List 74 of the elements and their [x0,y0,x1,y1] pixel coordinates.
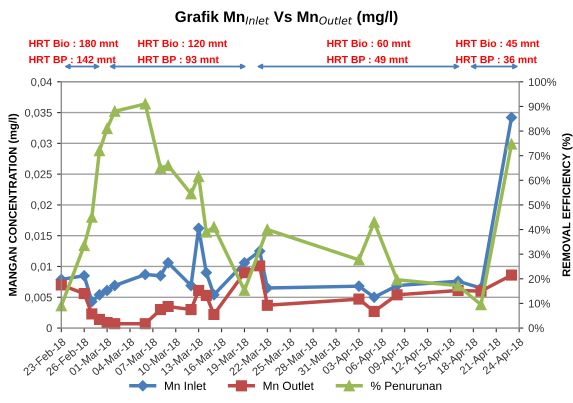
y2-tick-label: 100% [529,78,556,86]
point [254,260,266,272]
point [109,106,120,117]
point [109,318,120,330]
y-tick-label: 0,02 [31,201,52,210]
point [262,224,273,236]
y2-tick-label: 0% [528,324,544,332]
point [185,188,197,200]
text: HRT BP : 49 mnt [327,56,408,64]
point [506,112,518,124]
y2-axis-title: REMOVAL EFFICIENCY (%) [562,134,572,276]
y-tick-label: 0,01 [31,262,52,272]
point [368,292,380,303]
y2-tick-label: 40% [528,226,550,234]
point [353,254,364,266]
legend-label: Mn Inlet [164,381,206,390]
point [391,274,403,286]
point [200,226,212,238]
y-axis-title: MANGAN CONCENTRATION (mg/l) [8,114,19,296]
point [102,123,113,134]
y2-tick-label: 70% [528,152,550,160]
point [208,308,220,320]
y-tick-label: 0 [46,324,52,332]
text: HRT Bio : 120 mnt [138,39,228,48]
point [162,257,174,268]
point [101,284,113,296]
point [368,306,380,317]
y-tick-label: 0,025 [24,170,52,180]
point [452,280,464,292]
text: HRT Bio : 45 mnt [456,39,540,48]
text: HRT Bio : 180 mnt [29,39,118,48]
text: HRT BP : 142 mnt [29,56,116,64]
y-tick-label: 0,04 [31,78,52,88]
point [140,268,151,280]
point [162,300,174,312]
point [506,270,518,281]
point [506,138,518,150]
y-tick-label: 0,035 [24,108,52,118]
point [391,289,403,300]
point [162,160,174,172]
y2-tick-label: 50% [528,201,550,210]
y2-tick-label: 20% [528,275,550,283]
point [238,267,250,278]
point [154,270,166,282]
legend-label: % Penurunan [370,382,442,390]
chart-title: Grafik Mn$_{Inlet}$ Vs Mn$_{Outlet}$ (mg/l) [175,10,398,26]
point [154,162,166,174]
point [238,284,250,296]
point [200,267,212,278]
point [109,280,120,292]
y-tick-label: 0,03 [31,140,52,149]
point [193,171,204,182]
point [200,290,212,301]
point [262,300,273,311]
text: HRT BP : 36 mnt [456,56,537,64]
y2-tick-label: 10% [529,300,550,308]
y2-tick-label: 80% [528,127,550,136]
point [353,280,365,292]
point [208,222,220,233]
y2-tick-label: 90% [528,102,550,111]
point [238,257,250,268]
text: HRT Bio : 60 mnt [327,39,410,48]
legend-label: Mn Outlet [264,381,314,390]
point [368,216,380,228]
point [185,304,197,316]
y2-tick-label: 60% [528,176,550,184]
point [475,299,487,310]
y2-tick-label: 30% [528,250,550,258]
point [353,294,364,305]
y-tick-label: 0,005 [24,294,52,303]
text: HRT BP : 93 mnt [138,56,219,64]
y-tick-label: 0,015 [24,232,52,242]
point [140,318,151,330]
point [140,98,151,110]
